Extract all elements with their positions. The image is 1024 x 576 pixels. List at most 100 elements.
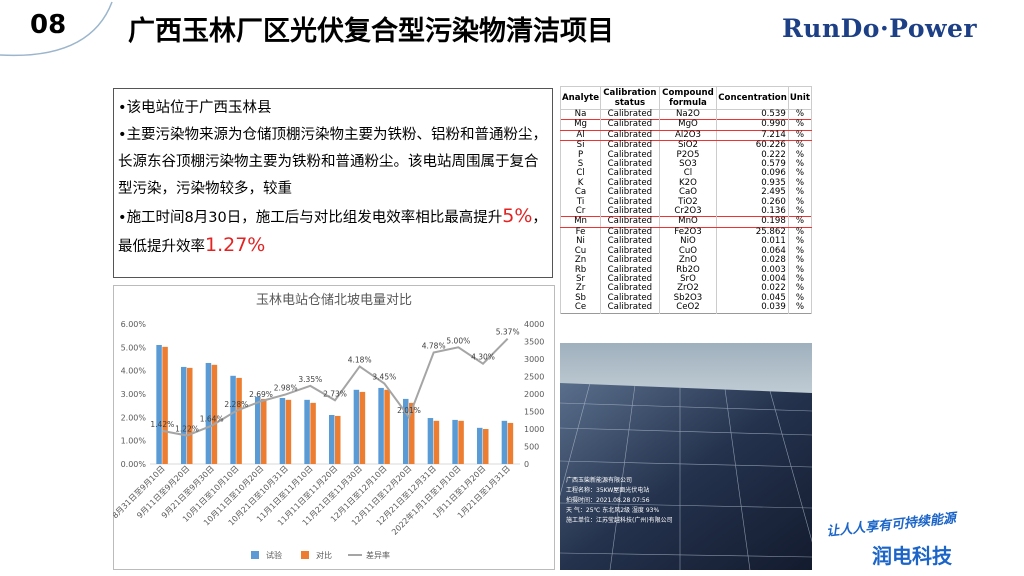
- table-cell: Ti: [559, 197, 602, 208]
- table-cell: %: [787, 119, 813, 131]
- analysis-table: Analyte Calibration status Compound formul…: [559, 86, 813, 314]
- bar: [353, 389, 360, 464]
- table-cell: Zr: [559, 283, 602, 294]
- table-cell: %: [787, 283, 813, 294]
- bar: [335, 415, 341, 464]
- y-tick-label: 1.00%: [121, 437, 147, 446]
- table-cell: %: [787, 246, 813, 257]
- bar: [507, 422, 514, 464]
- bullet-text: ，最低提升效率: [118, 210, 547, 255]
- table-cell: Calibrated: [600, 283, 660, 294]
- table-row: Rb Calibrated Rb2O 0.003%: [559, 265, 813, 275]
- data-label: 2.28%: [224, 400, 248, 409]
- bar: [329, 415, 335, 464]
- table-cell: Calibrated: [600, 150, 660, 161]
- table-cell: 0.136: [716, 206, 789, 217]
- y2-tick-label: 2500: [524, 373, 544, 382]
- table-cell: Calibrated: [600, 293, 660, 304]
- bar: [433, 420, 440, 464]
- y2-tick-label: 4000: [524, 320, 544, 329]
- bar: [477, 427, 483, 464]
- solar-photo: [560, 343, 812, 570]
- table-row: S Calibrated SO3 0.579%: [559, 159, 813, 170]
- table-cell: %: [787, 150, 813, 161]
- y2-tick-label: 1000: [524, 425, 544, 434]
- slide-title: 广西玉林厂区光伏复合型污染物清洁项目: [128, 16, 614, 47]
- bar: [310, 402, 316, 464]
- bar: [501, 420, 508, 464]
- table-cell: Calibrated: [600, 206, 660, 217]
- chart: 玉林电站仓储北坡电量对比 0.00% 1.00% 2.00% 3.00% 4.00% 5.0…: [113, 293, 544, 560]
- chart-title: 玉林电站仓储北坡电量对比: [256, 293, 412, 308]
- bar: [162, 346, 168, 464]
- table-row: Mn Calibrated MnO 0.198%: [559, 216, 813, 228]
- data-label: 1.22%: [175, 425, 199, 434]
- y-tick-label: 4.00%: [121, 367, 147, 376]
- table-cell: %: [787, 255, 813, 266]
- legend-label: 差异率: [366, 550, 390, 560]
- y2-tick-label: 2000: [524, 390, 544, 399]
- table-row: Fe Calibrated Fe2O3 25.862%: [559, 227, 813, 238]
- logo: RunDo·Power: [782, 14, 978, 43]
- slide-number: 08: [30, 10, 67, 40]
- table-cell: Al2O3: [658, 129, 718, 142]
- table-cell: Cl: [559, 169, 602, 179]
- table-cell: Calibrated: [600, 227, 660, 238]
- bar: [427, 418, 434, 464]
- data-label: 2.98%: [274, 383, 298, 392]
- data-label: 4.18%: [348, 355, 372, 364]
- bar: [285, 399, 292, 464]
- bar: [255, 396, 261, 464]
- table-cell: MnO: [658, 216, 718, 228]
- table-cell: Calibrated: [600, 109, 660, 120]
- table-cell: Sb: [559, 293, 602, 304]
- table-cell: Calibrated: [600, 141, 660, 151]
- bar: [156, 345, 162, 464]
- data-label: 2.69%: [249, 390, 273, 399]
- data-label: 4.78%: [422, 341, 446, 350]
- caption-line: 拍摄时间：2021.08.28 07:56: [566, 497, 650, 504]
- y-tick-label: 6.00%: [121, 320, 147, 329]
- data-label: 1.64%: [200, 415, 224, 424]
- bar: [261, 398, 267, 464]
- y2-tick-label: 1500: [524, 408, 544, 417]
- table-cell: %: [787, 302, 813, 314]
- y2-tick-label: 3000: [524, 355, 544, 364]
- photo-caption: 广西玉柴新能源有限公司 工程名称：35KW屋面光伏电站 拍摄时间：2021.08.2…: [566, 476, 673, 526]
- table-cell: Calibrated: [600, 236, 660, 247]
- bar: [187, 367, 193, 464]
- y2-tick-label: 500: [524, 443, 539, 452]
- table-cell: %: [787, 141, 813, 151]
- table-row: Zr Calibrated ZrO2 0.022%: [559, 283, 813, 294]
- table-cell: %: [787, 187, 813, 198]
- table-cell: CeO2: [658, 302, 718, 314]
- bar: [359, 391, 366, 464]
- table-cell: %: [787, 293, 813, 304]
- table-cell: %: [787, 129, 813, 142]
- table-cell: Calibrated: [600, 197, 660, 208]
- table-row: Ti Calibrated TiO2 0.260%: [559, 197, 813, 208]
- caption-line: 施工单位：江苏莹越科技(广州)有限公司: [566, 517, 673, 524]
- table-row: Ni Calibrated NiO 0.011%: [559, 236, 813, 247]
- bar: [279, 397, 286, 464]
- table-cell: %: [787, 274, 813, 285]
- table-cell: Sr: [559, 274, 602, 285]
- bar: [409, 402, 415, 464]
- bar: [384, 389, 390, 464]
- bar: [452, 419, 458, 464]
- table-cell: 0.198: [716, 216, 789, 228]
- table-cell: Cr: [559, 206, 602, 217]
- table-row: Sr Calibrated SrO 0.004%: [559, 274, 813, 285]
- table-cell: Calibrated: [600, 255, 660, 266]
- column-header: Compound formula: [658, 86, 718, 110]
- table-row: P Calibrated P2O5 0.222%: [559, 150, 813, 161]
- table-cell: Rb: [559, 265, 602, 275]
- table-cell: Calibrated: [600, 187, 660, 198]
- y-tick-label: 5.00%: [121, 343, 147, 352]
- table-cell: Calibrated: [600, 302, 660, 314]
- table-cell: 7.214: [716, 129, 789, 142]
- table-cell: S: [559, 159, 602, 170]
- table-cell: Al: [559, 129, 602, 142]
- table-row: Cu Calibrated CuO 0.064%: [559, 246, 813, 257]
- slogan: 让人人享有可持续能源: [825, 511, 957, 540]
